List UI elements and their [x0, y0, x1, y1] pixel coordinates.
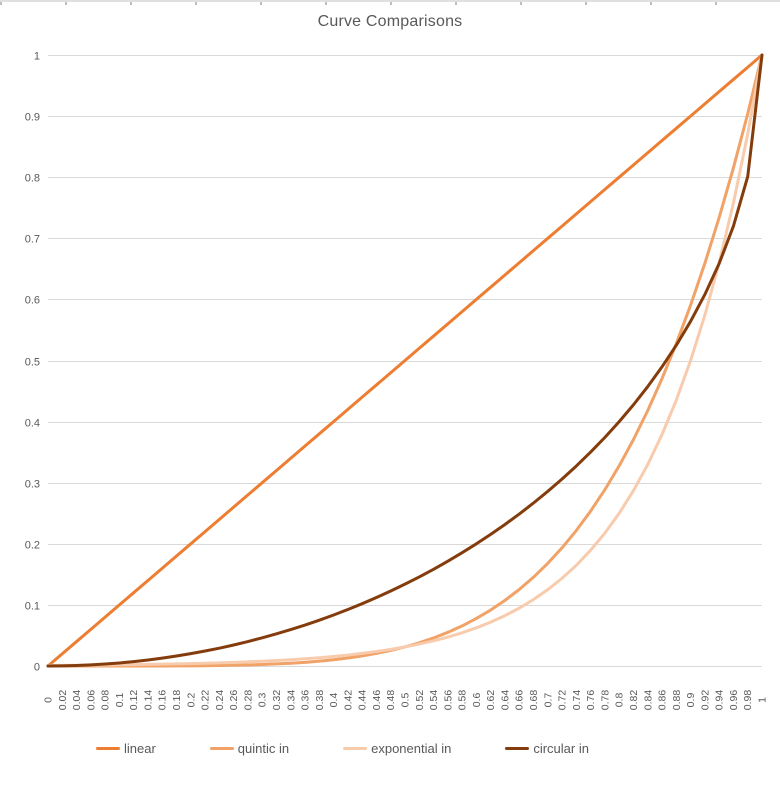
x-tick-label: 0.4 [328, 693, 340, 708]
y-tick-label: 0.5 [25, 357, 40, 369]
x-tick-label: 0.08 [100, 690, 112, 711]
series-line-circular-in[interactable] [46, 53, 764, 668]
legend-item-exponential-in[interactable]: exponential in [343, 741, 451, 756]
x-tick-label: 0.54 [428, 690, 440, 711]
x-tick-label: 0.36 [300, 690, 312, 711]
y-tick-label: 0.4 [25, 418, 40, 430]
legend-label: circular in [533, 740, 589, 756]
x-tick-label: 0.76 [585, 690, 597, 711]
x-tick-label: 0.48 [385, 690, 397, 711]
legend-line-swatch [343, 746, 368, 750]
x-tick-label: 0.78 [599, 690, 611, 711]
x-tick-label: 0.72 [557, 690, 569, 711]
x-tick-label: 0.12 [128, 690, 140, 711]
legend-line-swatch [209, 746, 234, 750]
x-tick-label: 0.2 [185, 693, 197, 708]
y-tick-label: 0.7 [25, 234, 40, 246]
legend: linear quintic in exponential in circular i… [0, 737, 780, 759]
x-tick-label: 0.7 [542, 693, 554, 708]
x-tick-label: 0.84 [642, 690, 654, 711]
x-tick-label: 0.34 [285, 690, 297, 711]
x-tick-label: 0.44 [357, 690, 369, 711]
legend-label: linear [124, 740, 156, 756]
legend-item-circular-in[interactable]: circular in [505, 741, 589, 756]
x-tick-label: 0.9 [685, 693, 697, 708]
x-tick-label: 0.5 [400, 693, 412, 708]
x-tick-label: 0.68 [528, 690, 540, 711]
x-tick-label: 0.66 [514, 690, 526, 711]
x-tick-label: 0.26 [228, 690, 240, 711]
y-tick-label: 0.9 [25, 112, 40, 124]
x-tick-label: 0.3 [257, 693, 269, 708]
x-tick-label: 0.64 [499, 690, 511, 711]
x-tick-label: 0 [43, 697, 55, 703]
plot-area: 10.90.80.70.60.50.40.30.20.100 0.02 0.04 0.… [25, 51, 769, 711]
x-tick-label: 0.42 [342, 690, 354, 711]
legend-item-quintic-in[interactable]: quintic in [209, 740, 290, 756]
y-tick-label: 0 [34, 662, 40, 674]
y-tick-label: 0.6 [25, 295, 40, 307]
y-tick-label: 1 [34, 51, 40, 63]
x-tick-label: 0.88 [671, 690, 683, 711]
series-line-linear[interactable] [46, 53, 764, 668]
x-tick-label: 0.02 [57, 690, 69, 711]
x-tick-label: 0.04 [71, 690, 83, 711]
x-tick-label: 0.14 [142, 690, 154, 711]
x-tick-label: 0.56 [442, 690, 454, 711]
spreadsheet-gridline-edge [0, 0, 780, 6]
x-tick-label: 0.94 [714, 690, 726, 711]
x-tick-label: 0.22 [200, 690, 212, 711]
x-tick-label: 0.18 [171, 690, 183, 711]
series-line-exponential-in[interactable] [46, 53, 764, 667]
y-tick-label: 0.8 [25, 173, 40, 185]
x-tick-label: 0.32 [271, 690, 283, 711]
legend-label: quintic in [237, 740, 290, 756]
legend-line-swatch [505, 746, 530, 750]
x-tick-label: 0.38 [314, 690, 326, 711]
x-tick-label: 0.46 [371, 690, 383, 711]
x-tick-label: 0.24 [214, 690, 226, 711]
x-tick-label: 0.92 [699, 690, 711, 711]
chart-title: Curve Comparisons [317, 13, 463, 30]
legend-label: exponential in [371, 740, 452, 756]
x-tick-label: 0.52 [414, 690, 426, 711]
x-tick-label: 0.58 [457, 690, 469, 711]
y-tick-label: 0.1 [25, 601, 40, 613]
x-tick-label: 0.1 [114, 693, 126, 708]
x-tick-label: 0.96 [728, 690, 740, 711]
x-tick-label: 0.28 [242, 690, 254, 711]
x-tick-label: 0.74 [571, 690, 583, 711]
x-tick-label: 0.62 [485, 690, 497, 711]
x-tick-label: 0.06 [85, 690, 97, 711]
x-tick-label: 0.82 [628, 690, 640, 711]
x-tick-label: 0.8 [614, 693, 626, 708]
x-tick-label: 0.98 [742, 690, 754, 711]
y-tick-label: 0.3 [25, 479, 40, 491]
x-tick-label: 1 [757, 697, 769, 703]
legend-line-swatch [96, 746, 120, 750]
x-tick-label: 0.6 [471, 693, 483, 708]
x-tick-label: 0.16 [157, 690, 169, 711]
legend-item-linear[interactable]: linear [96, 741, 156, 756]
y-tick-label: 0.2 [25, 540, 40, 552]
x-tick-label: 0.86 [657, 690, 669, 711]
